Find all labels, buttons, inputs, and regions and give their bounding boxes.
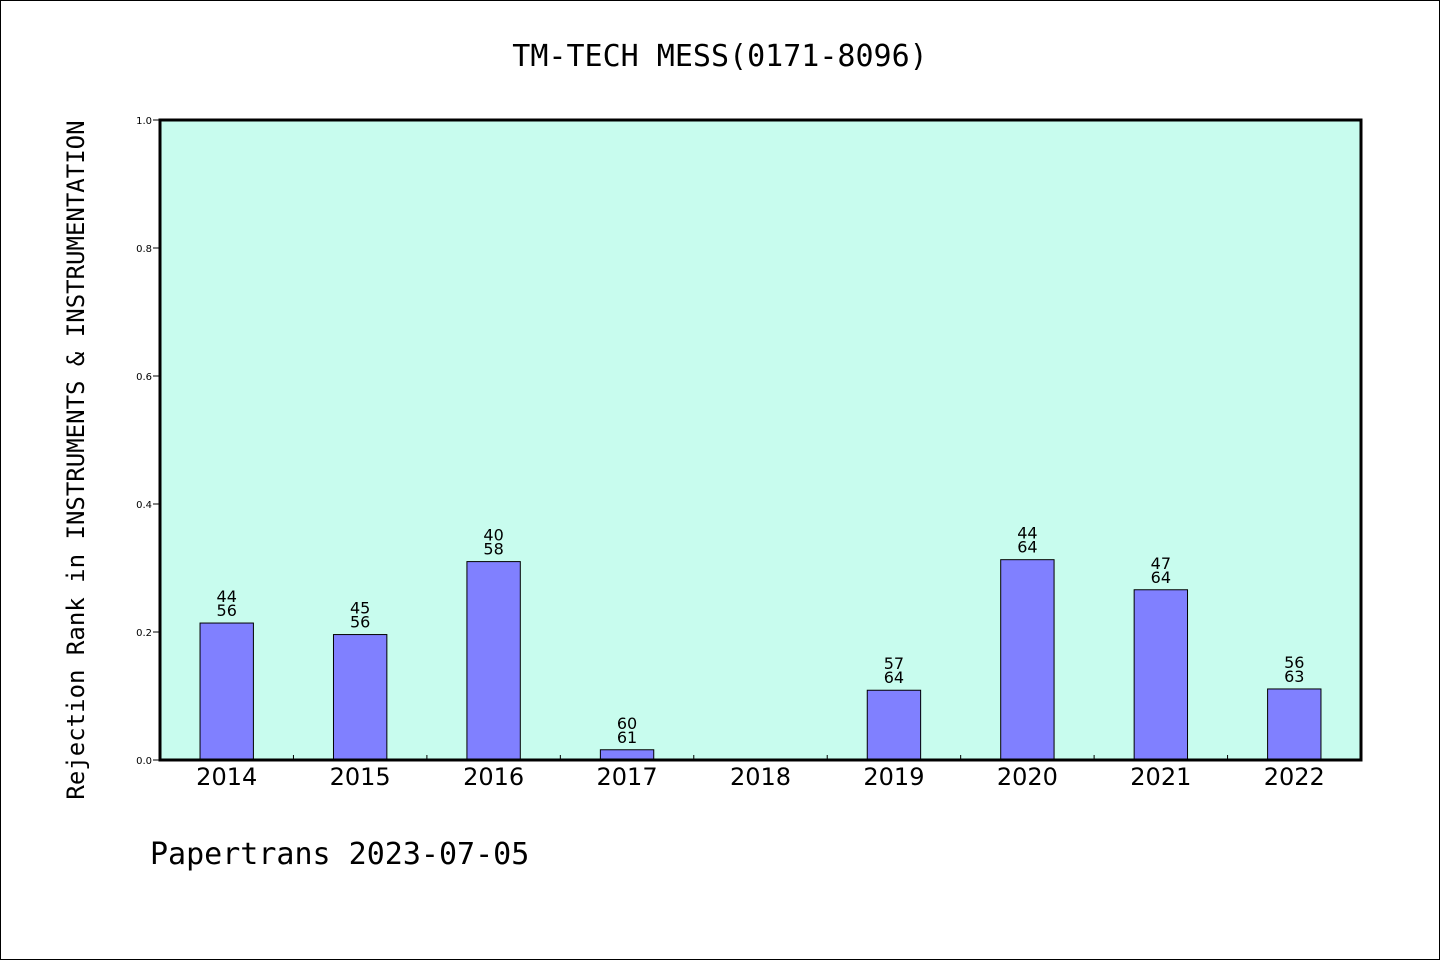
bar-2022 bbox=[1267, 688, 1322, 761]
bar-label-bottom: 63 bbox=[1284, 667, 1304, 686]
x-tick-label: 2021 bbox=[1130, 763, 1191, 791]
y-tick-label: 1.0 bbox=[136, 116, 152, 127]
y-axis: 0.0 0.2 0.4 0.6 0.8 1.0 bbox=[136, 116, 160, 767]
bar-label-bottom: 64 bbox=[1017, 538, 1037, 557]
y-axis-label: Rejection Rank in INSTRUMENTS & INSTRUME… bbox=[62, 120, 90, 799]
bar-label-top: 57 bbox=[884, 654, 904, 673]
bar-label-top: 60 bbox=[617, 714, 637, 733]
bar-2016 bbox=[466, 561, 521, 761]
bar-label-bottom: 56 bbox=[217, 601, 237, 620]
x-tick-label: 2020 bbox=[997, 763, 1058, 791]
bar-label-bottom: 61 bbox=[617, 728, 637, 747]
y-tick-label: 0.0 bbox=[136, 756, 152, 767]
bar-2015 bbox=[332, 634, 388, 761]
y-tick-label: 0.2 bbox=[136, 628, 152, 639]
x-axis: 2014 2015 2016 2017 2018 2019 2020 2021 2022 bbox=[196, 755, 1325, 791]
bar-2020 bbox=[1000, 559, 1055, 761]
plot-border bbox=[158, 118, 1363, 762]
footer-date-label: Papertrans 2023-07-05 bbox=[150, 837, 529, 872]
bar-2021 bbox=[1133, 589, 1189, 761]
x-tick-label: 2018 bbox=[730, 763, 791, 791]
y-tick-label: 0.6 bbox=[136, 372, 152, 383]
x-tick-label: 2022 bbox=[1264, 763, 1325, 791]
chart-title: TM-TECH MESS(0171-8096) bbox=[512, 39, 927, 74]
bar-label-top: 40 bbox=[483, 526, 503, 545]
bar-label-top: 45 bbox=[350, 599, 370, 618]
y-tick-label: 0.8 bbox=[136, 244, 152, 255]
bar-2014 bbox=[199, 622, 254, 761]
bar-label-bottom: 56 bbox=[350, 613, 370, 632]
bar-label-bottom: 64 bbox=[884, 668, 904, 687]
x-tick-label: 2014 bbox=[196, 763, 257, 791]
bar-label-bottom: 64 bbox=[1151, 568, 1171, 587]
x-tick-label: 2017 bbox=[597, 763, 658, 791]
bar-label-top: 44 bbox=[1017, 524, 1037, 543]
y-tick-label: 0.4 bbox=[136, 500, 152, 511]
bar-2019 bbox=[866, 689, 922, 761]
bar-label-top: 47 bbox=[1151, 554, 1171, 573]
bar-label-top: 56 bbox=[1284, 653, 1304, 672]
x-tick-label: 2019 bbox=[863, 763, 924, 791]
bar-label-bottom: 58 bbox=[483, 540, 503, 559]
bar-label-top: 44 bbox=[217, 587, 237, 606]
x-tick-label: 2016 bbox=[463, 763, 524, 791]
x-tick-label: 2015 bbox=[330, 763, 391, 791]
bar-2017 bbox=[599, 749, 655, 761]
